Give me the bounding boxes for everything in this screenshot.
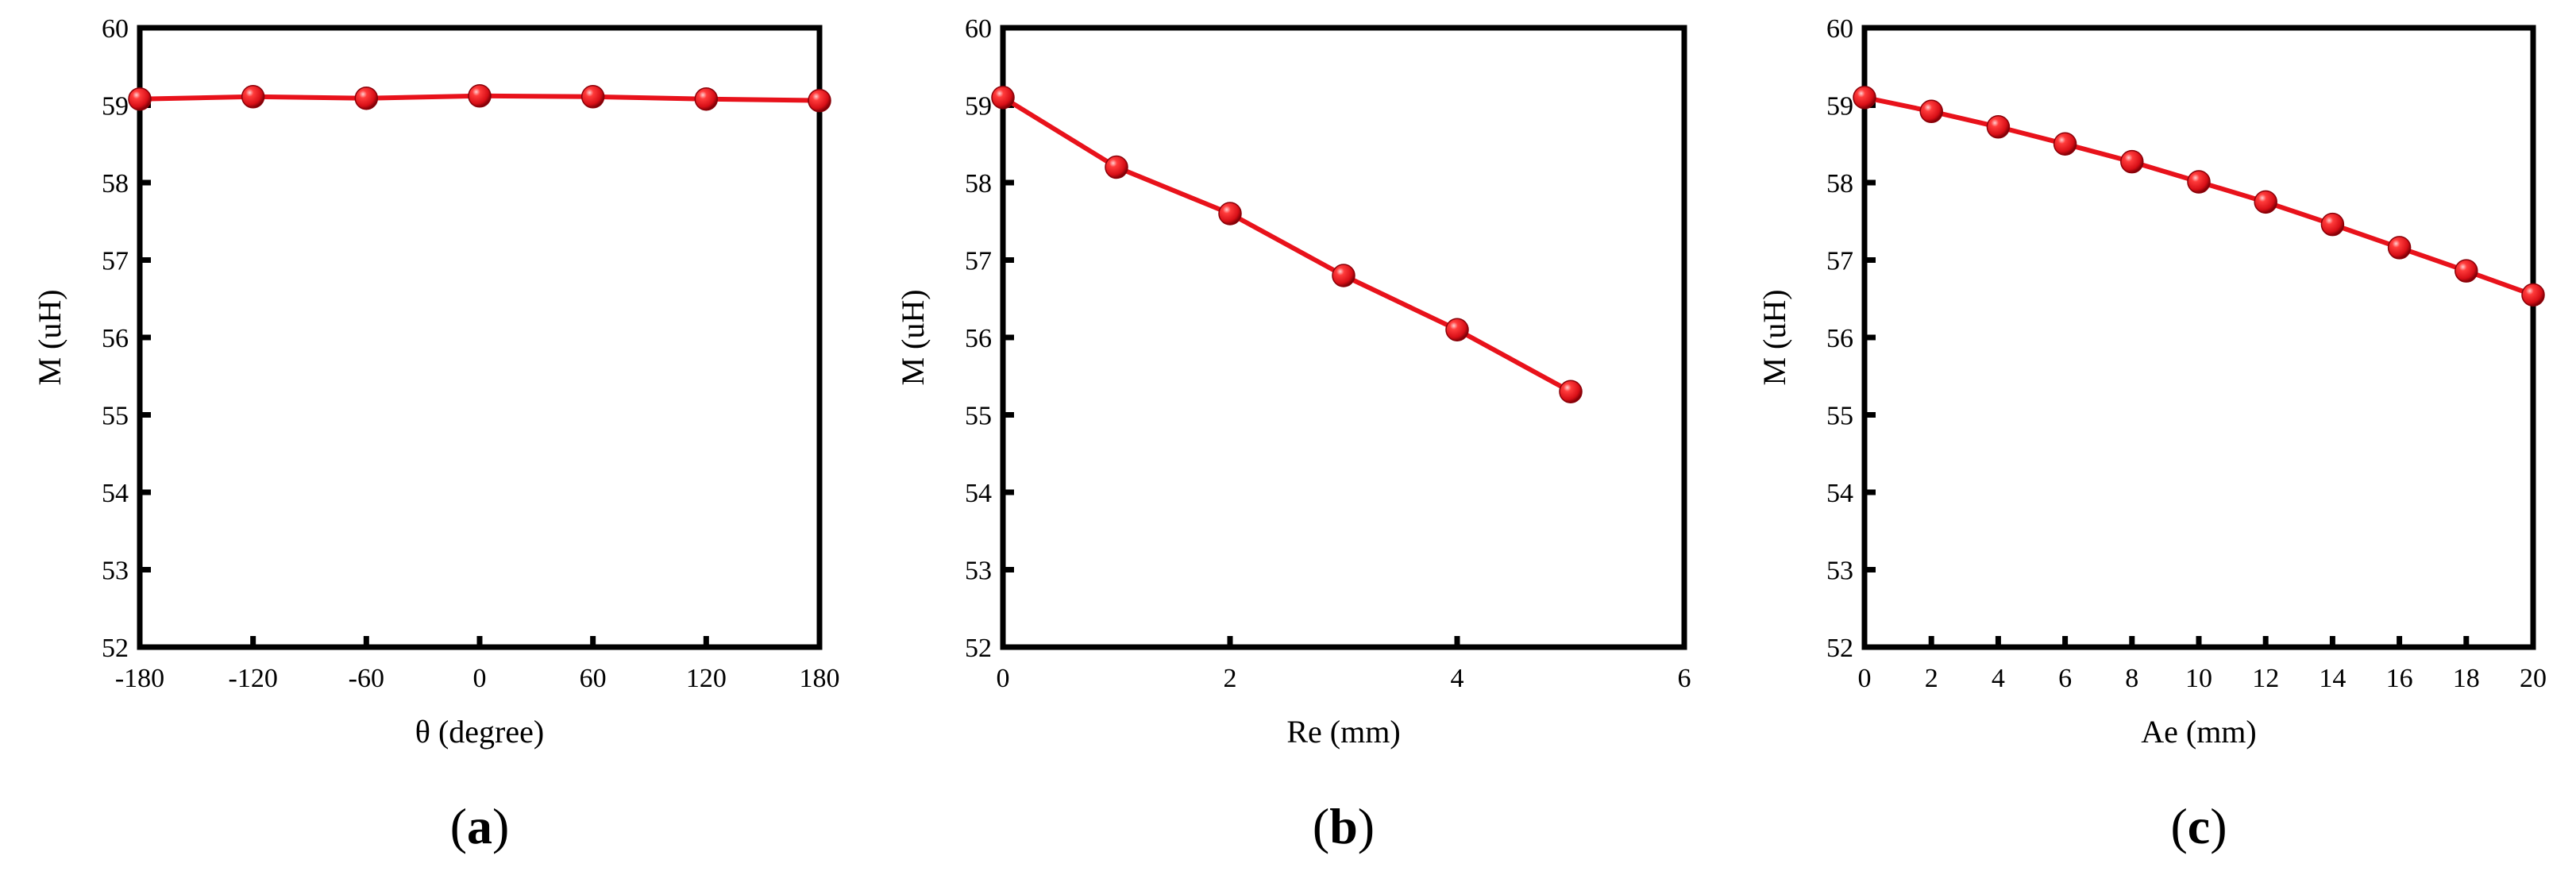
data-point [128,87,152,111]
y-tick-label: 58 [102,169,129,199]
x-tick-label: 18 [2453,664,2480,693]
x-tick-label: 120 [686,664,727,693]
y-tick-label: 60 [965,14,992,44]
data-point [2320,212,2345,237]
data-point [1853,86,1876,110]
x-tick-label: 6 [1678,664,1691,693]
x-tick-label: 2 [1925,664,1938,693]
y-tick-label: 58 [1826,169,1853,199]
y-tick-label: 52 [965,634,992,663]
chart-panel-b: 52 53 54 55 56 57 58 59 60 0 2 4 6 Re (mm) M (uH) (b) [895,14,1691,854]
x-axis-label: θ (degree) [415,714,544,750]
data-point [241,85,265,109]
y-tick-label: 55 [102,402,129,431]
data-point [1919,99,1943,124]
y-tick-label: 52 [102,634,129,663]
y-tick-label: 59 [1826,92,1853,121]
y-tick-label: 58 [965,169,992,199]
y-tick-label: 56 [102,324,129,353]
data-point [1332,264,1355,287]
x-tick-label: 0 [1858,664,1872,693]
y-tick-label: 57 [1826,247,1853,276]
y-tick-label: 60 [102,14,129,44]
x-tick-label: 10 [2185,664,2212,693]
panel-label: (c) [2170,798,2227,854]
y-tick-label: 57 [965,247,992,276]
series-line [1864,94,2535,298]
x-tick-label: -60 [349,664,384,693]
data-point [1105,155,1128,179]
x-tick-label: 180 [800,664,840,693]
x-tick-label: 8 [2125,664,2138,693]
x-tick-label: 2 [1224,664,1237,693]
y-tick-label: 53 [102,557,129,586]
data-point [2521,283,2545,307]
y-axis-label: M (uH) [32,289,67,385]
y-axis-label: M (uH) [1757,289,1792,385]
data-point [1559,380,1583,403]
panel-letter: a [467,798,492,854]
y-tick-label: 52 [1826,634,1853,663]
x-tick-label: 6 [2058,664,2072,693]
data-point [1445,318,1469,341]
panel-letter: c [2188,798,2210,854]
data-point [2455,259,2478,283]
x-tick-label: 16 [2386,664,2413,693]
x-axis-label: Ae (mm) [2141,714,2257,750]
y-tick-label: 59 [965,92,992,121]
plot-frame [137,25,823,650]
data-point [2254,190,2277,214]
y-tick-label: 57 [102,247,129,276]
y-tick-label: 53 [965,557,992,586]
panel-label: (b) [1313,798,1375,854]
x-tick-label: 4 [1992,664,2005,693]
data-point [991,86,1015,110]
data-point [2387,236,2412,260]
data-point [808,88,831,113]
x-tick-label: 0 [997,664,1010,693]
data-point [1986,115,2011,139]
data-point [354,86,379,110]
y-tick-label: 54 [102,479,129,508]
chart-panel-c: 52 53 54 55 56 57 58 59 60 0 2 4 6 8 10 12 14 16 18 20 Ae (m… [1757,14,2547,854]
y-tick-label: 59 [102,92,129,121]
data-point [2053,132,2077,156]
panel-label: (a) [450,798,510,854]
plot-frame [1000,25,1687,650]
data-point [2120,149,2144,174]
y-tick-label: 54 [1826,479,1853,508]
y-tick-label: 60 [1826,14,1853,44]
x-tick-label: -180 [115,664,164,693]
data-point [1218,202,1242,225]
x-tick-label: 12 [2252,664,2279,693]
x-tick-label: 4 [1451,664,1464,693]
panel-letter: b [1329,798,1358,854]
x-tick-label: 20 [2520,664,2547,693]
y-tick-label: 53 [1826,557,1853,586]
y-tick-label: 55 [1826,402,1853,431]
x-tick-label: 14 [2319,664,2346,693]
data-point [694,87,719,111]
data-point [580,85,605,109]
y-tick-label: 56 [1826,324,1853,353]
y-tick-label: 55 [965,402,992,431]
data-point [2187,170,2211,194]
x-tick-label: 60 [580,664,607,693]
y-tick-label: 56 [965,324,992,353]
series-line [1001,95,1572,394]
x-axis-label: Re (mm) [1286,714,1400,750]
x-tick-label: -120 [229,664,278,693]
chart-panel-a: 52 53 54 55 56 57 58 59 60 -180 -120 -60 0 60 120 180 θ … [32,14,840,854]
y-tick-label: 54 [965,479,992,508]
x-tick-label: 0 [473,664,487,693]
data-point [468,84,492,108]
y-axis-label: M (uH) [895,289,931,385]
